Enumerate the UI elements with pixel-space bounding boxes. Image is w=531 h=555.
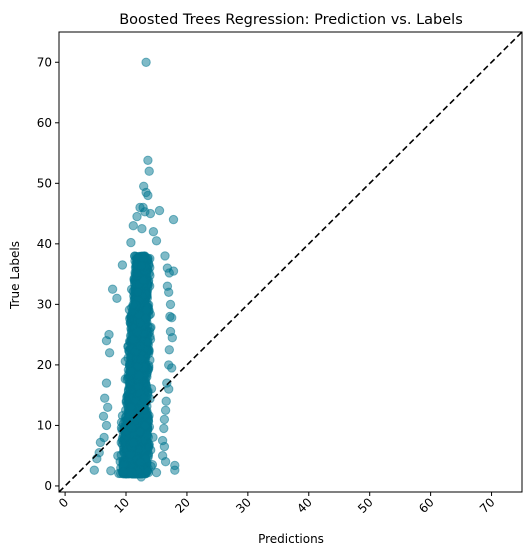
x-tick-label: 70 — [477, 495, 498, 516]
scatter-point — [135, 427, 145, 437]
y-tick-label: 20 — [37, 358, 52, 372]
scatter-point — [160, 251, 170, 261]
x-tick-label: 30 — [233, 495, 254, 516]
scatter-point — [135, 457, 146, 467]
plot-area — [59, 32, 522, 492]
scatter-point — [164, 345, 175, 355]
scatter-point — [134, 370, 144, 381]
scatter-point — [116, 450, 126, 460]
y-tick-label: 70 — [37, 55, 52, 69]
scatter-point — [164, 268, 175, 278]
scatter-point — [143, 337, 153, 347]
scatter-point — [92, 454, 102, 464]
scatter-point — [101, 420, 112, 431]
plot-frame — [58, 31, 523, 493]
scatter-point — [117, 260, 128, 270]
scatter-point — [139, 393, 149, 404]
scatter-point — [143, 190, 153, 201]
scatter-point — [128, 438, 138, 448]
scatter-point — [128, 335, 138, 345]
scatter-point — [170, 465, 180, 475]
scatter-point — [127, 467, 137, 478]
chart-title: Boosted Trees Regression: Prediction vs.… — [119, 12, 463, 28]
scatter-point — [142, 466, 153, 477]
scatter-point — [159, 423, 169, 434]
scatter-point — [95, 437, 106, 448]
scatter-point — [148, 227, 159, 237]
x-tick-label: 20 — [172, 495, 193, 516]
scatter-point — [143, 155, 153, 166]
scatter-point — [144, 166, 154, 176]
scatter-point — [154, 205, 165, 216]
scatter-point — [165, 299, 176, 310]
scatter-point — [138, 275, 149, 285]
scatter-point — [160, 457, 171, 467]
scatter-point — [144, 442, 154, 452]
scatter-point — [151, 236, 162, 246]
scatter-point — [101, 336, 112, 346]
y-tick-label: 60 — [37, 116, 52, 130]
scatter-point — [125, 449, 136, 459]
scatter-point — [167, 333, 178, 343]
x-axis-label: Predictions — [258, 532, 324, 546]
scatter-point — [132, 415, 143, 425]
scatter-point — [132, 211, 142, 222]
scatter-point — [133, 287, 143, 297]
y-tick-label: 40 — [37, 237, 52, 251]
scatter-point — [128, 300, 138, 310]
scatter-point — [140, 421, 151, 431]
y-axis-label: True Labels — [8, 241, 22, 310]
scatter-point — [136, 261, 146, 271]
scatter-point — [101, 378, 112, 388]
scatter-point — [168, 214, 179, 225]
scatter-point — [135, 318, 145, 328]
scatter-point — [106, 466, 116, 476]
scatter-point — [135, 341, 145, 351]
y-tick-label: 10 — [37, 418, 52, 432]
scatter-point — [136, 354, 146, 365]
scatter-point — [151, 467, 162, 478]
scatter-point — [137, 224, 147, 234]
x-tick-label: 0 — [56, 495, 71, 510]
scatter-point — [126, 237, 136, 248]
scatter-point — [128, 221, 139, 231]
scatter-point — [89, 465, 100, 475]
scatter-point — [141, 57, 151, 67]
scatter-point — [107, 284, 118, 294]
y-tick-label: 0 — [44, 479, 52, 493]
scatter-point — [126, 366, 137, 377]
scatter-point — [104, 348, 115, 358]
scatter-point — [159, 441, 170, 452]
scatter-point — [161, 396, 171, 406]
scatter-point — [112, 293, 122, 303]
scatter-point — [132, 326, 143, 337]
x-tick-label: 10 — [111, 495, 132, 516]
scatter-point — [126, 402, 136, 412]
scatter-point — [160, 405, 171, 415]
scatter-point — [141, 305, 152, 315]
identity-reference-line — [59, 32, 522, 492]
x-tick-label: 50 — [355, 495, 376, 516]
scatter-point — [159, 414, 170, 425]
scatter-point — [164, 384, 174, 394]
scatter-point — [103, 402, 113, 412]
scatter-series — [89, 57, 180, 482]
scatter-point — [164, 287, 174, 297]
scatter-point — [136, 472, 146, 482]
scatter-point — [118, 467, 128, 477]
scatter-point — [100, 393, 110, 403]
x-tick-label: 40 — [294, 495, 315, 516]
scatter-point — [127, 423, 137, 433]
scatter-point — [167, 363, 177, 373]
y-tick-label: 50 — [37, 176, 52, 190]
scatter-point — [145, 208, 156, 219]
scatter-point — [167, 313, 177, 323]
scatter-point — [98, 411, 109, 421]
x-tick-label: 60 — [416, 495, 437, 516]
y-tick-label: 30 — [37, 297, 52, 311]
